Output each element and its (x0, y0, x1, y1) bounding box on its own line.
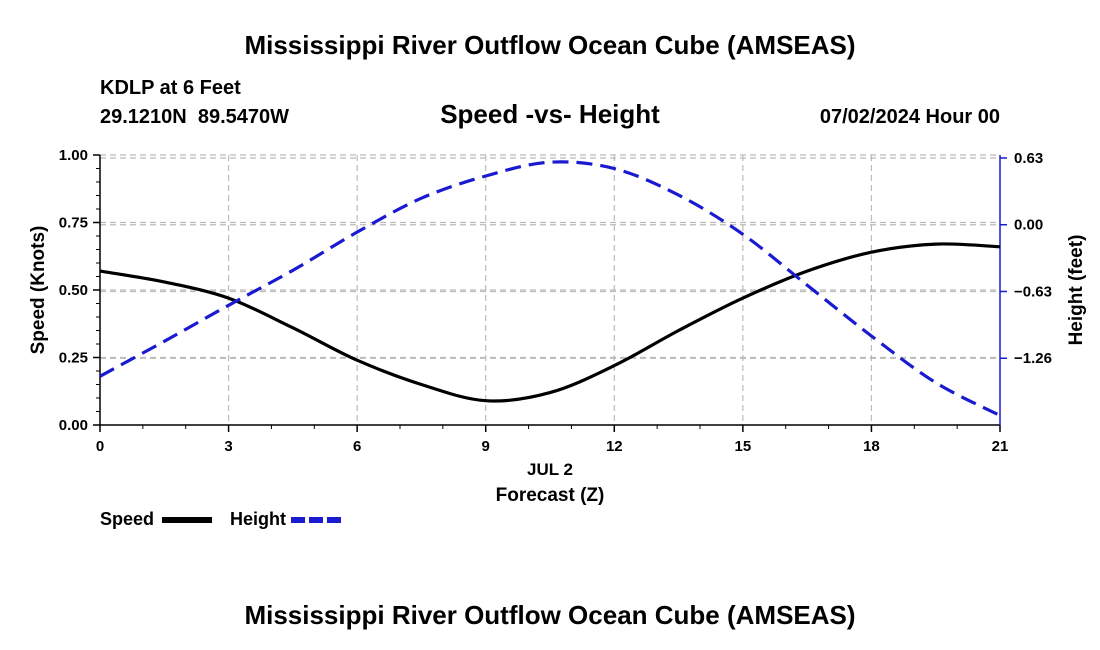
y-left-tick-label: 0.00 (59, 417, 88, 434)
main-title: Mississippi River Outflow Ocean Cube (AM… (244, 30, 856, 60)
y-left-tick-label: 0.75 (59, 215, 88, 232)
y-right-tick-label: −1.26 (1014, 350, 1052, 367)
y-left-tick-label: 1.00 (59, 147, 88, 164)
y-left-axis-title: Speed (Knots) (28, 226, 49, 355)
y-right-tick-label: −0.63 (1014, 283, 1052, 300)
x-axis-title: Forecast (Z) (496, 485, 605, 506)
legend-height-swatch (291, 517, 341, 523)
footer-title: Mississippi River Outflow Ocean Cube (AM… (244, 600, 856, 630)
legend-speed-label: Speed (100, 509, 155, 529)
x-tick-label: 18 (863, 438, 880, 455)
x-tick-label: 0 (96, 438, 104, 455)
y-right-axis-title: Height (feet) (1066, 235, 1087, 346)
x-tick-label: 3 (224, 438, 232, 455)
speed-series-line (99, 242, 1001, 403)
legend-speed-swatch (162, 517, 212, 523)
y-left-tick-label: 0.50 (59, 282, 88, 299)
y-right-tick-label: 0.63 (1014, 150, 1043, 167)
x-tick-label: 6 (353, 438, 361, 455)
y-right-tick-label: 0.00 (1014, 217, 1043, 234)
x-tick-label: 15 (735, 438, 752, 455)
x-tick-label: 21 (992, 438, 1009, 455)
x-axis-date-label: JUL 2 (527, 460, 573, 479)
station-coords: 29.1210N 89.5470W (100, 106, 290, 128)
y-left-tick-label: 0.25 (59, 350, 88, 367)
speed-height-chart: 0 3 6 9 12 15 18 21 0.00 0.25 0.50 0.75 1.00 −1.26 −0.… (28, 147, 1087, 506)
chart-title: Speed -vs- Height (440, 99, 660, 129)
height-series-line (99, 160, 1001, 417)
forecast-datetime: 07/02/2024 Hour 00 (819, 106, 1000, 128)
x-tick-label: 9 (482, 438, 490, 455)
station-name: KDLP at 6 Feet (100, 77, 241, 99)
x-tick-label: 12 (606, 438, 623, 455)
legend-height-label: Height (230, 509, 286, 529)
